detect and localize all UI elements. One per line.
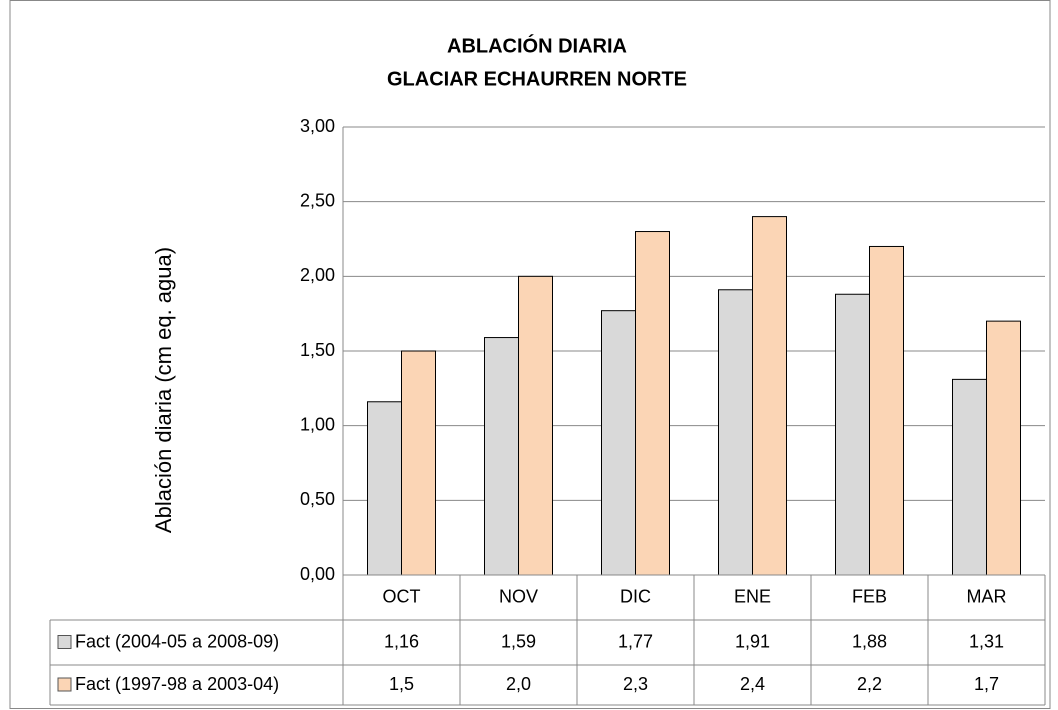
y-tick-label: 0,50 [300,489,335,509]
x-tick-label: NOV [499,586,538,606]
y-axis-label: Ablación diaria (cm eq. agua) [151,247,176,533]
bar [367,401,402,576]
x-tick-label: DIC [620,586,651,606]
table-value: 1,31 [969,631,1004,651]
chart-subtitle: GLACIAR ECHAURREN NORTE [387,68,687,90]
table-value: 1,88 [852,631,887,651]
bar [952,378,987,576]
bar [986,320,1021,576]
y-tick-label: 0,00 [300,564,335,584]
bar [635,231,670,576]
chart-title: ABLACIÓN DIARIA [447,33,627,57]
table-value: 1,5 [389,674,414,694]
x-tick-label: ENE [734,586,771,606]
table-value: 2,2 [857,674,882,694]
bar [718,289,753,576]
bar [835,293,870,576]
x-tick-label: OCT [383,586,421,606]
legend-key [57,635,72,649]
y-tick-label: 2,00 [300,265,335,285]
bar [601,310,636,576]
bar [518,275,553,576]
table-value: 1,16 [384,631,419,651]
legend-label: Fact (1997-98 a 2003-04) [75,674,279,694]
y-tick-label: 1,00 [300,414,335,434]
legend-key [57,677,72,692]
bar [484,337,519,576]
table-value: 2,4 [740,674,765,694]
table-value: 2,0 [506,674,531,694]
x-tick-label: MAR [967,586,1007,606]
y-tick-label: 3,00 [300,116,335,136]
x-tick-label: FEB [852,586,887,606]
y-tick-label: 2,50 [300,190,335,210]
y-tick-label: 1,50 [300,340,335,360]
bar [869,245,904,576]
table-value: 2,3 [623,674,648,694]
table-value: 1,59 [501,631,536,651]
bar [752,216,787,576]
table-value: 1,7 [974,674,999,694]
legend-label: Fact (2004-05 a 2008-09) [75,631,279,651]
table-value: 1,77 [618,631,653,651]
table-value: 1,91 [735,631,770,651]
bar [401,350,436,576]
